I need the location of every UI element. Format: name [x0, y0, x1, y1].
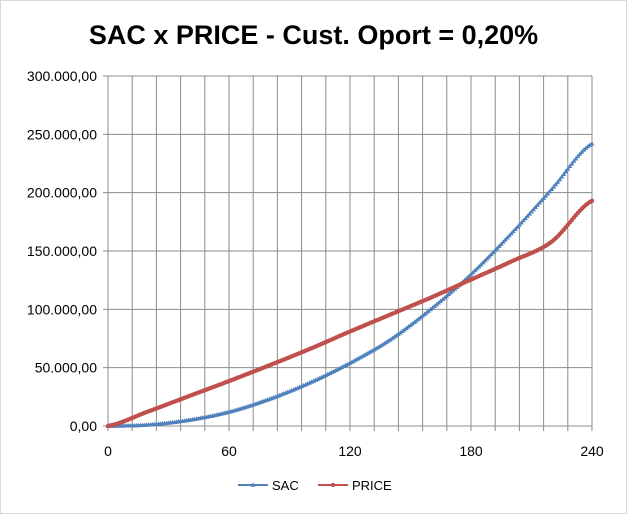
legend: SAC PRICE	[238, 478, 392, 493]
series-lines	[105, 141, 595, 429]
y-tick-label: 150.000,00	[27, 243, 97, 259]
data-point-sac	[379, 342, 385, 347]
data-point-sac	[537, 200, 542, 205]
data-point-sac	[563, 168, 569, 174]
legend-label-price: PRICE	[352, 478, 392, 493]
data-point-sac	[589, 141, 595, 146]
data-point-sac	[531, 206, 536, 212]
x-tick-label: 240	[580, 443, 604, 459]
legend-marker-price	[330, 482, 336, 488]
y-tick-label: 100.000,00	[27, 301, 97, 317]
data-point-sac	[535, 202, 540, 207]
y-tick-label: 50.000,00	[35, 360, 97, 376]
data-point-sac	[398, 330, 403, 335]
x-tick-label: 0	[104, 443, 112, 459]
data-point-sac	[541, 195, 546, 200]
data-point-sac	[555, 179, 561, 184]
data-point-sac	[367, 349, 373, 354]
axes	[103, 75, 593, 431]
data-point-sac	[525, 213, 530, 218]
data-point-sac	[377, 343, 383, 348]
data-point-sac	[571, 158, 577, 163]
data-point-sac	[551, 184, 557, 189]
y-tick-label: 200.000,00	[27, 185, 97, 201]
data-point-sac	[523, 215, 528, 221]
data-point-sac	[400, 328, 405, 334]
data-point-sac	[553, 181, 559, 187]
data-point-sac	[381, 340, 387, 346]
y-tick-label: 250.000,00	[27, 126, 97, 142]
data-point-sac	[363, 351, 369, 357]
x-tick-label: 60	[221, 443, 237, 459]
data-point-sac	[539, 197, 544, 203]
legend-label-sac: SAC	[272, 478, 299, 493]
data-point-sac	[391, 334, 397, 339]
data-point-sac	[393, 332, 399, 338]
data-point-sac	[567, 163, 573, 169]
y-tick-label: 0,00	[70, 418, 97, 434]
data-point-sac	[547, 188, 553, 194]
series-price	[105, 198, 595, 429]
data-point-sac	[521, 217, 526, 223]
data-point-sac	[375, 344, 381, 350]
data-point-price	[589, 198, 595, 204]
data-point-sac	[557, 176, 563, 182]
tick-labels: 0,00 50.000,00 100.000,00 150.000,00 200.000…	[27, 68, 604, 459]
data-point-sac	[396, 331, 401, 336]
legend-item-price: PRICE	[318, 478, 392, 493]
series-sac	[105, 141, 595, 428]
data-point-sac	[369, 348, 375, 353]
legend-item-sac: SAC	[238, 478, 299, 493]
data-point-sac	[545, 191, 551, 196]
data-point-sac	[549, 186, 555, 191]
legend-marker-sac	[250, 482, 256, 487]
data-point-sac	[585, 143, 591, 149]
data-point-sac	[361, 352, 367, 358]
data-point-sac	[569, 161, 575, 166]
data-point-sac	[359, 353, 365, 359]
data-point-sac	[565, 166, 571, 171]
data-point-sac	[373, 345, 379, 351]
y-tick-label: 300.000,00	[27, 68, 97, 84]
data-point-sac	[371, 347, 377, 352]
data-point-sac	[402, 327, 407, 332]
data-point-sac	[561, 171, 567, 176]
x-tick-label: 180	[459, 443, 483, 459]
data-point-sac	[383, 339, 389, 345]
x-tick-label: 120	[338, 443, 362, 459]
data-point-sac	[573, 156, 579, 161]
data-point-sac	[587, 142, 593, 147]
data-point-sac	[385, 338, 391, 343]
chart-title: SAC x PRICE - Cust. Oport = 0,20%	[88, 20, 539, 50]
data-point-sac	[529, 209, 534, 214]
data-point-sac	[533, 204, 538, 209]
data-point-sac	[543, 193, 549, 198]
data-point-sac	[389, 335, 395, 341]
data-point-sac	[575, 153, 581, 159]
data-point-sac	[387, 337, 393, 342]
data-point-sac	[365, 350, 371, 355]
data-point-sac	[559, 174, 565, 179]
grid-lines	[108, 75, 593, 426]
data-point-sac	[527, 211, 532, 216]
